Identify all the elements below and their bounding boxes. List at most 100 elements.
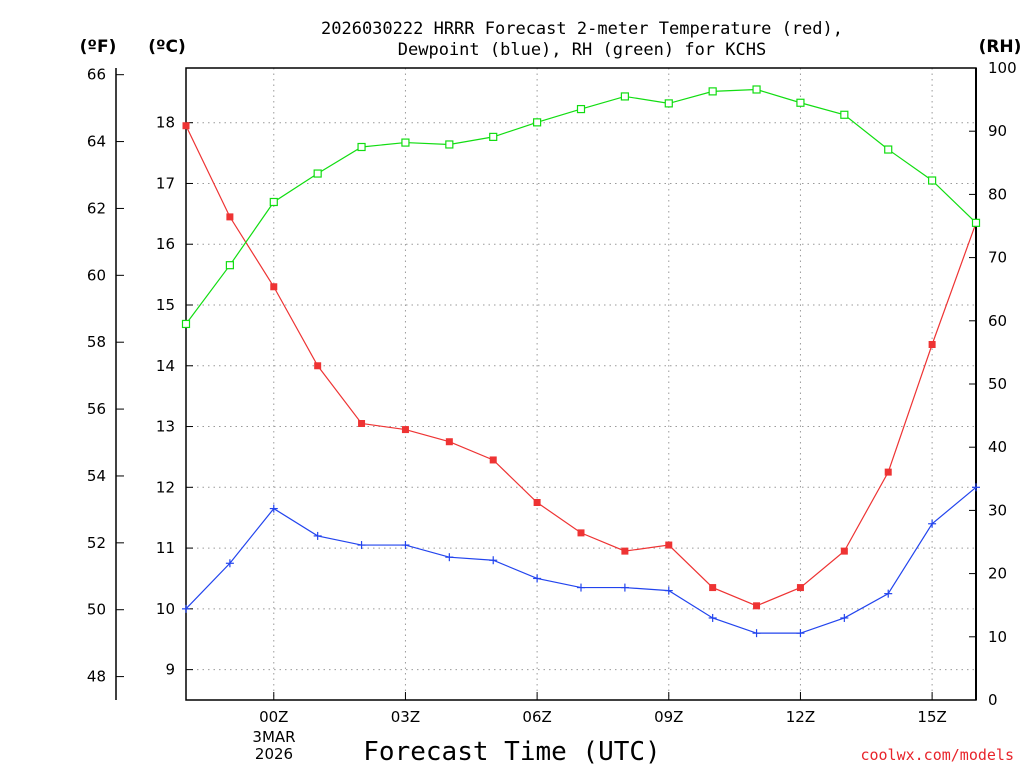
celsius-tick-label: 12 [156, 478, 175, 496]
2-meter-temperature-point [709, 584, 717, 592]
rh-point [401, 138, 410, 147]
fahrenheit-tick-label: 66 [87, 66, 106, 84]
2-meter-temperature-point [401, 426, 409, 434]
dewpoint-point [708, 613, 717, 622]
rh-point [489, 132, 498, 141]
2-meter-temperature-point [665, 541, 673, 549]
dewpoint-point [840, 613, 849, 622]
x-tick-label: 09Z [654, 708, 683, 726]
2-meter-temperature-point [884, 468, 892, 476]
rh-tick-label: 50 [988, 375, 1007, 393]
fahrenheit-tick-label: 52 [87, 534, 106, 552]
x-tick-label: 03Z [391, 708, 420, 726]
rh-tick-label: 60 [988, 312, 1007, 330]
rh-point [928, 176, 937, 185]
rh-tick-label: 0 [988, 691, 998, 709]
rh-point [796, 98, 805, 107]
fahrenheit-tick-label: 54 [87, 467, 106, 485]
dewpoint-point [357, 541, 366, 550]
2-meter-temperature-point [314, 362, 322, 370]
dewpoint-point [664, 586, 673, 595]
fahrenheit-tick-label: 48 [87, 668, 106, 686]
2-meter-temperature-point [577, 529, 585, 537]
2-meter-temperature-point [621, 547, 629, 555]
dewpoint-line [185, 486, 977, 634]
x-tick-label: 15Z [917, 708, 946, 726]
fahrenheit-axis-label: (ºF) [80, 37, 117, 57]
rh-point [357, 142, 366, 152]
credit-link[interactable]: coolwx.com/models [860, 746, 1014, 764]
rh-point [708, 87, 717, 96]
dewpoint-point [577, 583, 585, 592]
rh-point [884, 145, 893, 154]
rh-tick-label: 90 [988, 122, 1007, 140]
dewpoint-point [796, 629, 805, 638]
rh-point [181, 319, 191, 329]
rh-axis-label: (RH) [979, 37, 1022, 57]
2-meter-temperature-point [270, 283, 278, 291]
celsius-tick-label: 17 [156, 174, 175, 192]
rh-point [533, 118, 542, 127]
2-meter-temperature-point [796, 584, 804, 592]
chart-gridlines [186, 68, 976, 700]
rh-point [576, 104, 586, 114]
2-meter-temperature-point [489, 456, 497, 464]
chart-title-line2: Dewpoint (blue), RH (green) for KCHS [398, 40, 766, 60]
2-meter-temperature-point [182, 122, 190, 130]
fahrenheit-tick-label: 64 [87, 133, 106, 151]
celsius-tick-label: 13 [156, 418, 175, 436]
2-meter-temperature-point [928, 341, 936, 348]
rh-point [313, 169, 322, 178]
fahrenheit-tick-label: 50 [87, 601, 106, 619]
dewpoint-point [269, 504, 278, 513]
rh-tick-label: 40 [988, 438, 1007, 456]
celsius-tick-label: 10 [156, 600, 175, 618]
rh-tick-label: 100 [988, 59, 1017, 77]
fahrenheit-tick-label: 62 [87, 199, 106, 217]
2-meter-temperature-point [445, 438, 453, 446]
rh-point [664, 99, 673, 108]
rh-line [185, 88, 977, 325]
2-meter-temperature-point [358, 420, 366, 427]
celsius-tick-label: 9 [165, 661, 175, 679]
rh-tick-label: 20 [988, 565, 1007, 583]
2-meter-temperature-point [753, 602, 761, 610]
celsius-tick-label: 18 [156, 114, 175, 132]
x-axis-title: Forecast Time (UTC) [363, 737, 660, 767]
rh-tick-label: 30 [988, 501, 1007, 519]
x-tick-label: 00Z [259, 708, 288, 726]
date-label-line1: 3MAR [252, 728, 295, 746]
rh-point [269, 197, 278, 207]
celsius-tick-label: 11 [156, 539, 175, 557]
dewpoint-point [313, 531, 322, 540]
dewpoint-point [620, 583, 629, 592]
rh-tick-label: 80 [988, 185, 1007, 203]
rh-point [445, 140, 454, 149]
dewpoint-point [972, 483, 980, 492]
dewpoint-point [401, 541, 410, 550]
rh-point [840, 110, 849, 119]
2-meter-temperature-point [226, 213, 234, 221]
fahrenheit-tick-label: 60 [87, 266, 106, 284]
rh-point [620, 92, 629, 101]
celsius-tick-label: 15 [156, 296, 175, 314]
series-layer [181, 85, 981, 638]
2-meter-temperature-point [840, 547, 848, 555]
chart-title-line1: 2026030222 HRRR Forecast 2-meter Tempera… [321, 19, 843, 39]
dewpoint-point [489, 556, 498, 565]
dewpoint-point [182, 604, 190, 613]
date-label-line2: 2026 [255, 745, 293, 763]
fahrenheit-tick-label: 58 [87, 333, 106, 351]
plot-frame [185, 67, 977, 701]
dewpoint-point [752, 629, 761, 638]
rh-tick-label: 70 [988, 249, 1007, 267]
rh-point [971, 218, 981, 227]
dewpoint-point [533, 574, 542, 583]
celsius-axis-label: (ºC) [148, 37, 186, 57]
axes-ticks: 00Z 03Z 06Z 09Z 12Z 15Z 9 10 11 12 13 14 15 16 17 18 48 5… [87, 59, 1017, 726]
x-tick-label: 06Z [522, 708, 551, 726]
x-tick-label: 12Z [786, 708, 815, 726]
dewpoint-point [225, 559, 234, 568]
dewpoint-point [884, 589, 893, 598]
